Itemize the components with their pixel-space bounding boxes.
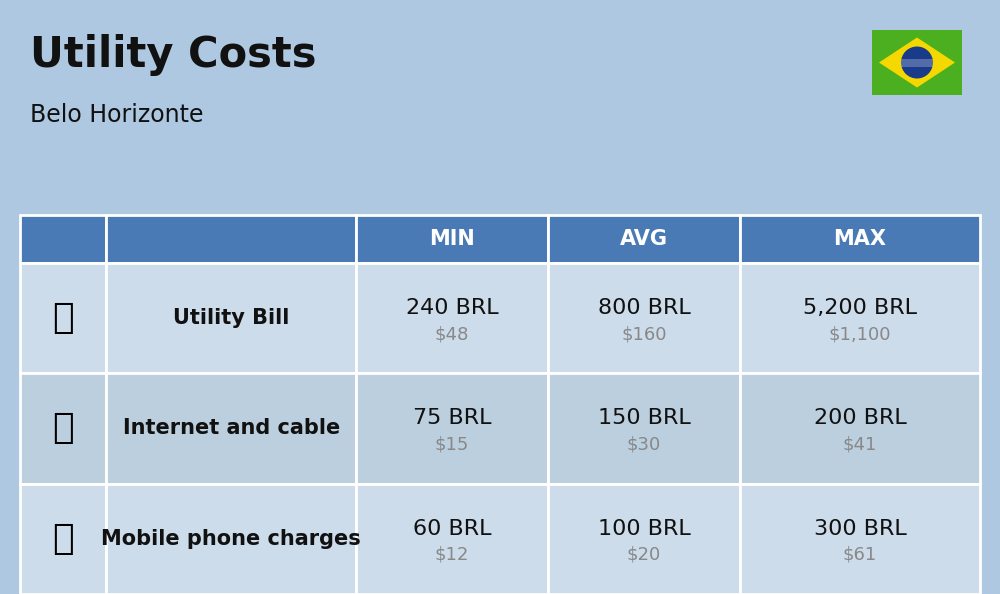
Text: $15: $15	[435, 435, 469, 453]
Text: MAX: MAX	[834, 229, 887, 249]
FancyBboxPatch shape	[872, 30, 962, 95]
FancyBboxPatch shape	[740, 484, 980, 594]
Circle shape	[901, 46, 933, 78]
Text: 📱: 📱	[52, 522, 74, 556]
Text: Utility Bill: Utility Bill	[173, 308, 289, 328]
FancyBboxPatch shape	[356, 263, 548, 374]
Text: 75 BRL: 75 BRL	[413, 409, 491, 428]
FancyBboxPatch shape	[548, 263, 740, 374]
FancyBboxPatch shape	[740, 374, 980, 484]
FancyBboxPatch shape	[106, 374, 356, 484]
Text: $1,100: $1,100	[829, 325, 891, 343]
FancyBboxPatch shape	[356, 215, 548, 263]
Text: 5,200 BRL: 5,200 BRL	[803, 298, 917, 318]
Text: Mobile phone charges: Mobile phone charges	[101, 529, 361, 549]
FancyBboxPatch shape	[106, 215, 356, 263]
Text: 300 BRL: 300 BRL	[814, 519, 906, 539]
Text: 📶: 📶	[52, 412, 74, 446]
Text: Belo Horizonte: Belo Horizonte	[30, 103, 204, 127]
Text: $48: $48	[435, 325, 469, 343]
FancyBboxPatch shape	[20, 215, 106, 263]
Text: AVG: AVG	[620, 229, 668, 249]
FancyBboxPatch shape	[740, 215, 980, 263]
FancyBboxPatch shape	[20, 263, 106, 374]
Text: Internet and cable: Internet and cable	[123, 419, 340, 438]
FancyBboxPatch shape	[20, 374, 106, 484]
Text: 800 BRL: 800 BRL	[598, 298, 690, 318]
Text: 100 BRL: 100 BRL	[598, 519, 690, 539]
Text: 200 BRL: 200 BRL	[814, 409, 906, 428]
FancyBboxPatch shape	[356, 374, 548, 484]
Text: $61: $61	[843, 546, 877, 564]
Text: $41: $41	[843, 435, 877, 453]
Text: 150 BRL: 150 BRL	[598, 409, 690, 428]
Text: $30: $30	[627, 435, 661, 453]
FancyBboxPatch shape	[106, 263, 356, 374]
Text: $12: $12	[435, 546, 469, 564]
FancyBboxPatch shape	[901, 58, 933, 67]
Text: 240 BRL: 240 BRL	[406, 298, 498, 318]
Text: MIN: MIN	[429, 229, 475, 249]
FancyBboxPatch shape	[548, 374, 740, 484]
Text: 🔧: 🔧	[52, 301, 74, 335]
FancyBboxPatch shape	[740, 263, 980, 374]
FancyBboxPatch shape	[548, 215, 740, 263]
Text: 60 BRL: 60 BRL	[413, 519, 491, 539]
Polygon shape	[879, 37, 955, 87]
FancyBboxPatch shape	[106, 484, 356, 594]
FancyBboxPatch shape	[548, 484, 740, 594]
Text: $20: $20	[627, 546, 661, 564]
FancyBboxPatch shape	[20, 484, 106, 594]
Text: $160: $160	[621, 325, 667, 343]
Text: Utility Costs: Utility Costs	[30, 34, 316, 76]
FancyBboxPatch shape	[356, 484, 548, 594]
